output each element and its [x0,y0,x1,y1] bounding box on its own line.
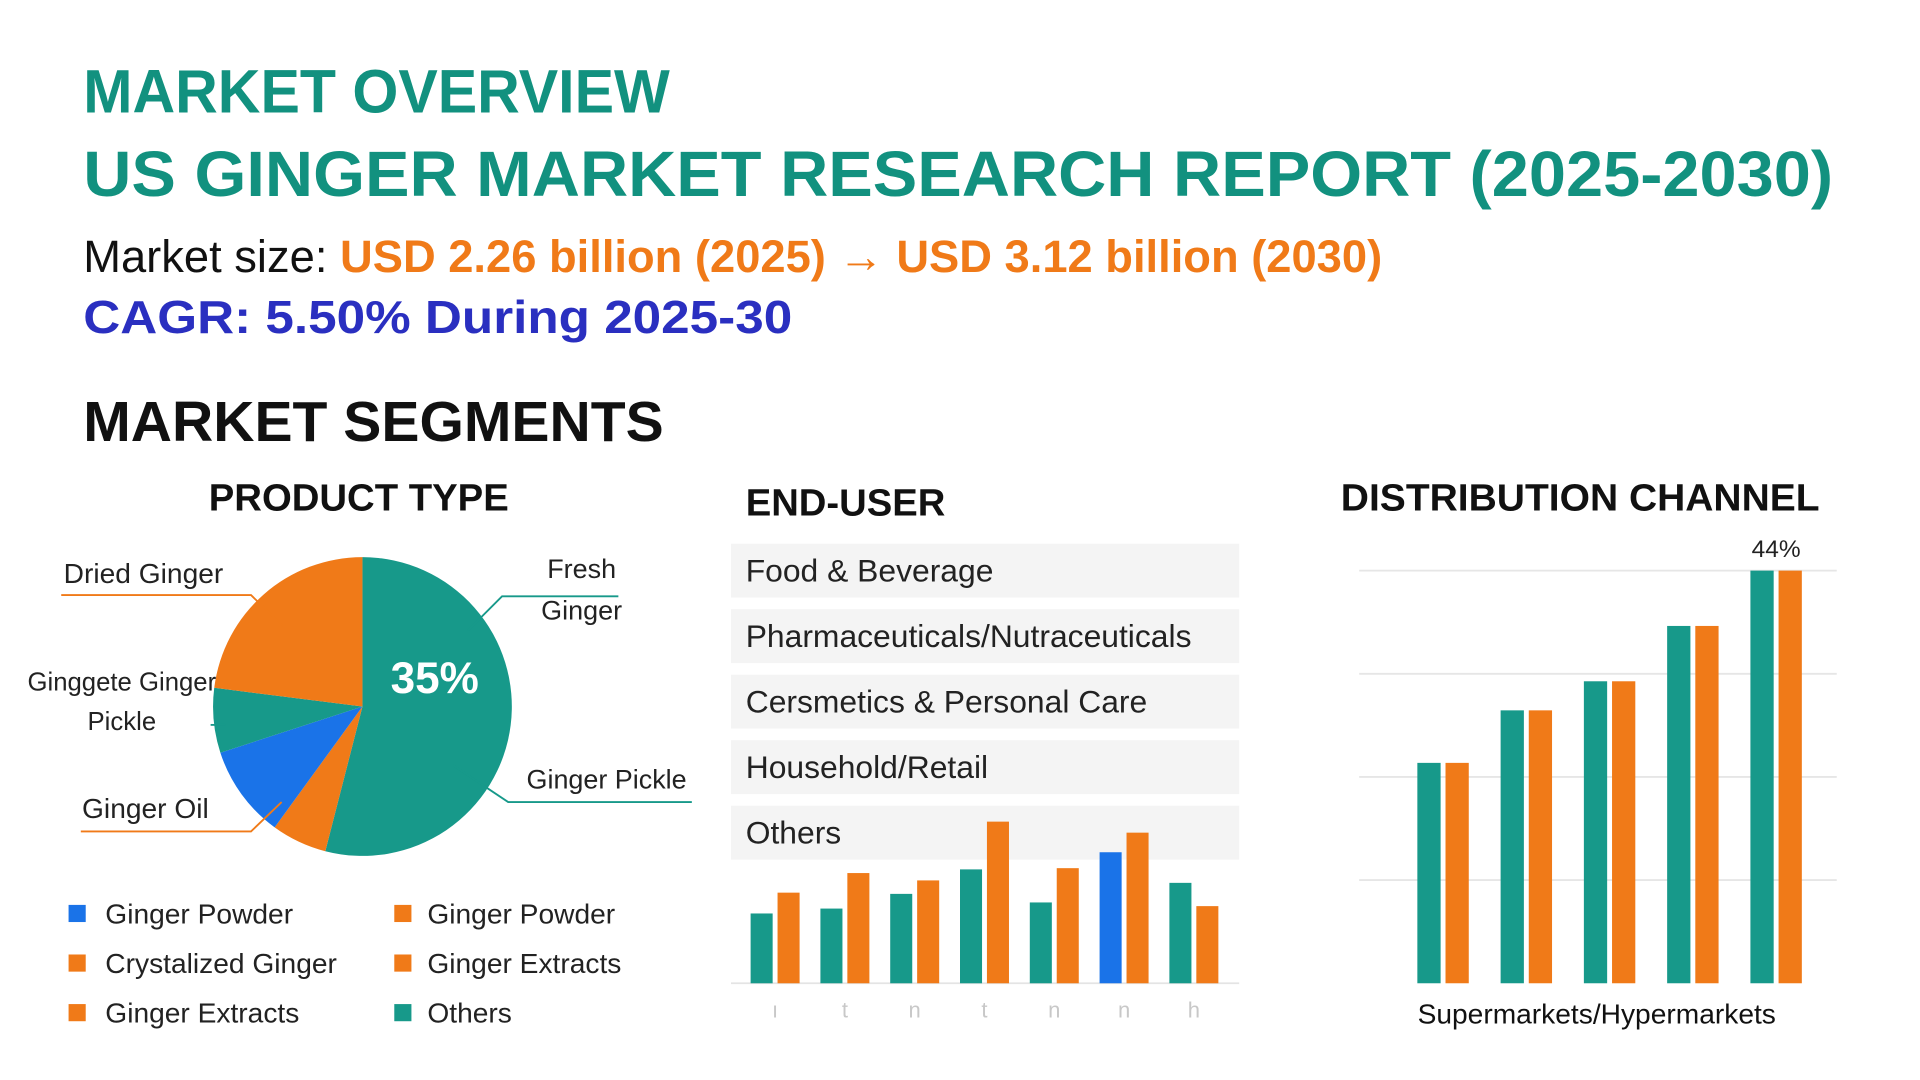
market-size-line: Market size: USD 2.26 billion (2025) → U… [83,231,1382,282]
slice-label: Fresh Ginger [541,553,623,626]
bar [1417,762,1441,984]
bar [1056,868,1079,984]
bar [1695,625,1719,984]
chart-title: END-USER [746,483,946,525]
bar [1029,902,1052,984]
x-tick-label: h [1188,998,1200,1023]
chart-title: DISTRIBUTION CHANNEL [1341,478,1820,520]
bar [1612,681,1636,984]
market-size-label: Market size: [83,231,327,282]
item-band [731,543,1240,598]
bar [986,821,1009,984]
pie-slice [213,687,363,753]
pie-slice [274,706,363,852]
x-tick-label: n [1048,998,1060,1023]
legend-swatch [394,954,412,972]
bar [847,873,870,984]
slice-label: Dried Ginger [64,558,224,589]
bar [1667,625,1691,984]
legend-swatch [68,954,86,972]
x-tick-label: t [842,998,848,1023]
bar [820,908,843,984]
legend-label: Others [427,997,512,1028]
legend-swatch [394,1004,412,1022]
leader-line [61,594,285,628]
slice-label: Ginggete Ginger Pickle [27,668,217,736]
item-band [731,674,1240,729]
bar [750,913,773,984]
item-label: Others [746,815,842,851]
leader-line [80,801,283,833]
legend-swatch [68,1004,86,1022]
leader-line [452,764,692,803]
leader-line [467,595,619,632]
item-label: Food & Beverage [746,553,994,589]
pie-slice [220,706,363,828]
legend-label: Ginger Powder [427,898,615,929]
slice-label-box: Fresh Ginger [541,553,623,626]
bar [1528,710,1553,984]
subtitle: US GINGER MARKET RESEARCH REPORT (2025-2… [83,139,1833,210]
x-tick-label: ı [772,998,778,1023]
item-band [731,805,1240,860]
slice-label-box: Ginggete Ginger Pickle [27,668,217,736]
bar [1099,852,1122,984]
slice-label: Ginger Oil [82,793,209,824]
x-tick-label: n [1118,998,1130,1023]
x-axis-label: Supermarkets/Hypermarkets [1418,999,1776,1030]
bar [917,880,940,984]
bar [1126,832,1149,984]
slice-annotation: Ginger Pickle [527,765,687,795]
bar [1500,710,1524,984]
bar [777,892,800,984]
pie-slice [325,557,512,856]
item-band [731,609,1240,664]
legend-swatch [394,904,412,923]
bar [1750,570,1774,984]
bar [1196,906,1219,984]
item-band [731,740,1240,795]
bar [890,893,913,984]
item-label: Household/Retail [746,749,988,785]
x-tick-label: n [909,998,921,1023]
value-label: 44% [1752,536,1801,563]
bar [960,869,983,984]
legend-label: Ginger Extracts [427,948,621,979]
bar [1778,570,1802,984]
legend-label: Ginger Powder [105,898,293,929]
x-tick-label: t [981,998,987,1023]
item-label: Cersmetics & Personal Care [746,684,1148,720]
bar [1583,681,1608,984]
cagr: CAGR: 5.50% During 2025-30 [83,291,792,343]
chart-title: PRODUCT TYPE [209,478,509,520]
segments-title: MARKET SEGMENTS [83,390,663,453]
pie-slice [214,557,363,707]
bar [1445,762,1469,984]
legend-label: Crystalized Ginger [105,948,337,979]
title: MARKET OVERVIEW [83,58,670,126]
legend-label: Ginger Extracts [105,997,299,1028]
slice-annotation: 35% [391,654,479,703]
market-size: USD 2.26 billion (2025) → USD 3.12 billi… [340,231,1382,282]
item-label: Pharmaceuticals/Nutraceuticals [746,618,1192,654]
legend-swatch [68,904,86,923]
bar [1169,882,1192,984]
